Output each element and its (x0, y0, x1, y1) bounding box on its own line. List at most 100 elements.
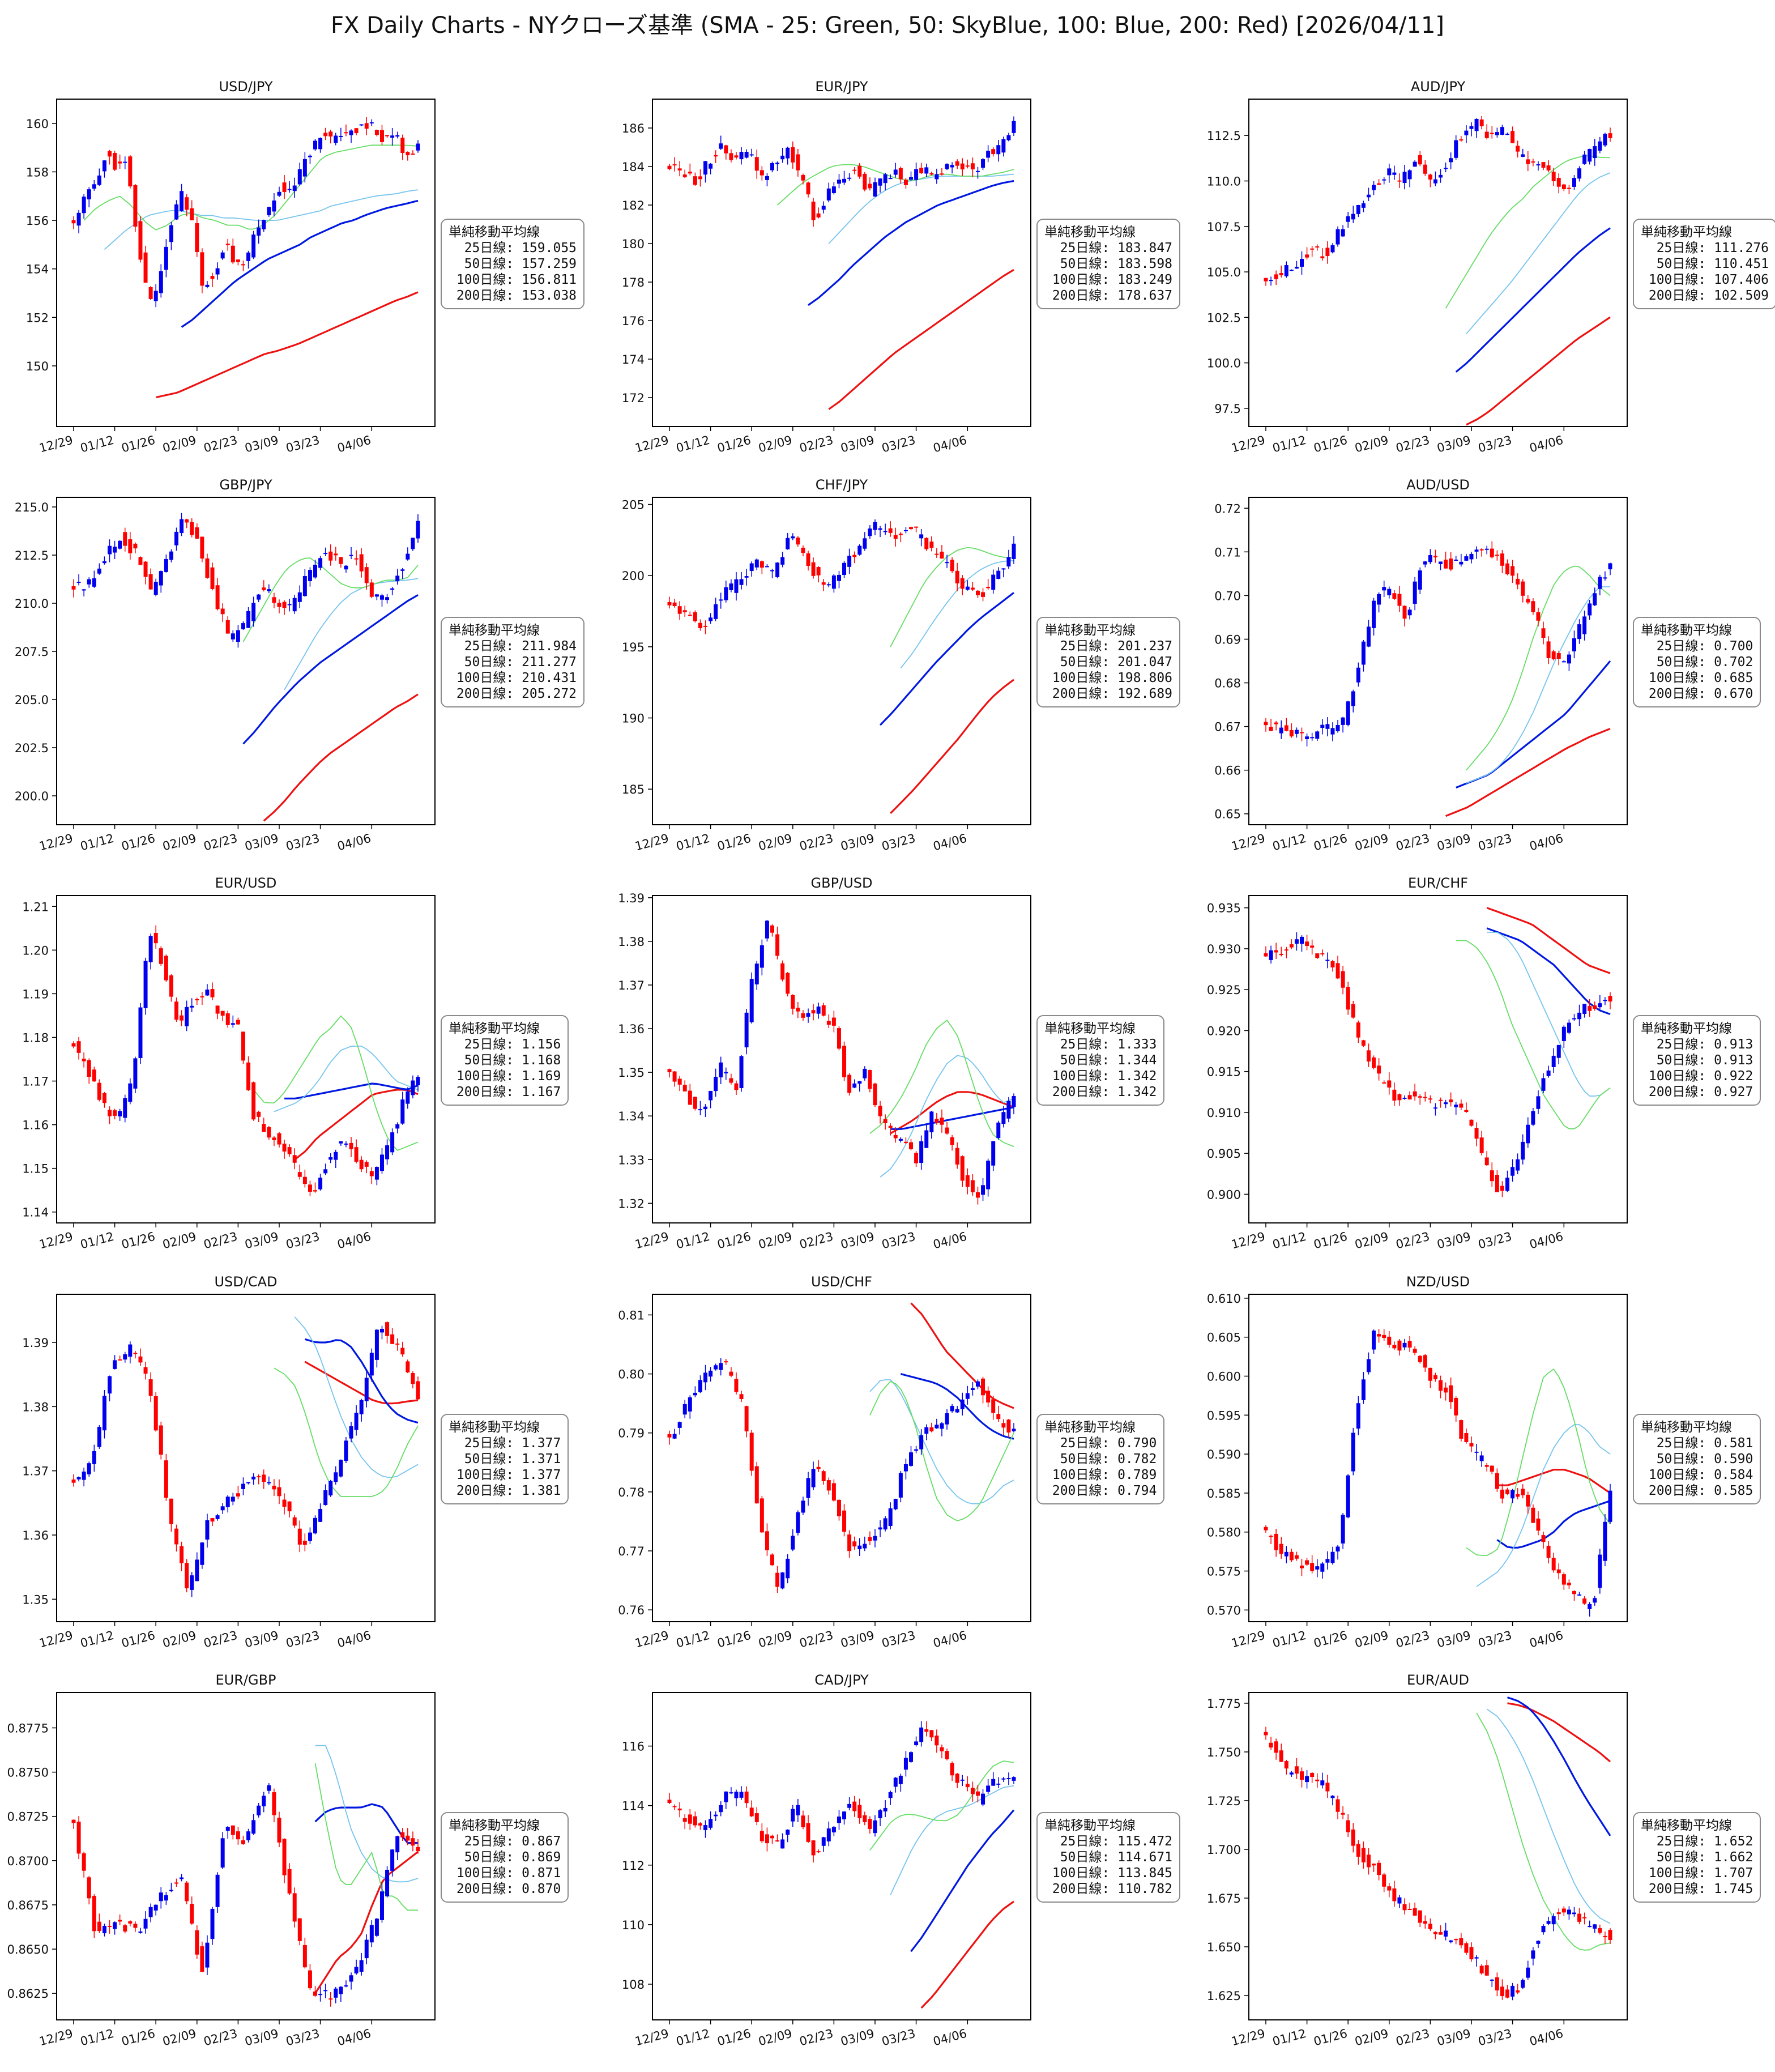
candle-body (287, 604, 292, 606)
candle-body (297, 1528, 302, 1545)
candle-body (878, 1527, 882, 1530)
sma-legend: 単純移動平均線 25日線: 1.652 50日線: 1.662 100日線: 1… (1633, 1812, 1761, 1903)
candle-body (180, 1546, 184, 1563)
x-tick-label: 01/26 (120, 1230, 157, 1252)
sma200-line (1507, 1702, 1611, 1763)
legend-row: 25日線: 1.333 (1044, 1037, 1157, 1052)
x-tick-label: 01/26 (1312, 2027, 1349, 2049)
candle-body (262, 1474, 266, 1482)
x-tick-label: 02/09 (161, 2027, 198, 2049)
candle-body (1387, 1886, 1392, 1891)
candle-body (991, 149, 996, 155)
candle-body (775, 562, 780, 577)
candle-body (1330, 1551, 1335, 1563)
candle-body (1582, 616, 1587, 634)
candle-body (1294, 266, 1299, 269)
candle-body (1490, 1465, 1494, 1472)
candle-body (1469, 1443, 1474, 1447)
x-tick-label: 03/09 (839, 1230, 876, 1252)
candle-body (282, 182, 287, 192)
sma25-line (869, 1760, 1014, 1851)
candle-body (390, 1334, 395, 1344)
candle-body (287, 1501, 292, 1512)
candle-body (1320, 953, 1325, 954)
candle-body (102, 561, 106, 564)
candle-body (395, 135, 400, 137)
y-tick-label: 202.5 (15, 741, 49, 755)
x-tick-label: 02/23 (1394, 1230, 1431, 1252)
candle-body (703, 1825, 708, 1830)
y-tick-label: 150 (26, 360, 49, 373)
candle-body (369, 122, 374, 123)
candle-body (919, 1435, 924, 1449)
candle-body (903, 180, 908, 185)
candle-body (406, 1361, 410, 1372)
candle-body (1413, 1908, 1417, 1916)
candle-body (888, 1508, 893, 1527)
candle-body (272, 200, 276, 212)
candle-body (308, 1970, 312, 1989)
candle-body (1495, 1174, 1499, 1192)
candle-body (87, 1060, 91, 1077)
y-tick-label: 180 (622, 237, 645, 251)
x-tick-label: 01/26 (716, 832, 753, 854)
candle-body (996, 1122, 1001, 1139)
chart-title: USD/CAD (214, 1274, 277, 1290)
y-tick-label: 200.0 (15, 790, 49, 803)
candle-body (390, 588, 395, 590)
candle-body (945, 1751, 949, 1759)
x-tick-label: 03/09 (839, 2027, 876, 2049)
candle-body (108, 1110, 112, 1116)
x-tick-label: 03/23 (880, 832, 917, 854)
sma-legend: 単純移動平均線 25日線: 1.156 50日線: 1.168 100日線: 1… (441, 1015, 569, 1106)
candle-body (1500, 553, 1504, 566)
candle-body (374, 594, 379, 597)
candle-body (1433, 1932, 1437, 1934)
sma50-line (828, 173, 1014, 244)
candle-body (1300, 732, 1304, 734)
sma50-line (104, 189, 419, 250)
chart-panel: EUR/GBP 0.8625 0.8650 0.8675 0.8700 0.8725 0.8… (7, 1664, 623, 2072)
candle-body (334, 1472, 338, 1482)
legend-row: 50日線: 1.662 (1641, 1850, 1753, 1865)
chart-panel: AUD/USD 0.65 0.66 0.67 0.68 0.69 0.70 0.71 0.72 1… (1214, 469, 1775, 877)
candle-body (775, 1840, 780, 1842)
candle-body (148, 1907, 153, 1917)
candle-body (724, 587, 728, 600)
x-tick-label: 01/12 (79, 433, 116, 455)
sma-legend: 単純移動平均線 25日線: 111.276 50日線: 110.451 100日… (1633, 219, 1775, 309)
candle-body (893, 169, 898, 175)
candle-body (1325, 1559, 1330, 1563)
candle-body (108, 545, 112, 555)
y-tick-label: 195 (622, 641, 645, 654)
candle-body (185, 1007, 189, 1026)
candle-body (364, 1378, 369, 1401)
legend-row: 25日線: 201.237 (1044, 639, 1173, 654)
candle-body (308, 570, 312, 581)
candle-body (400, 138, 405, 154)
candle-body (164, 558, 168, 572)
candle-body (909, 1142, 914, 1149)
candle-body (986, 1785, 991, 1792)
sma100-line (890, 1106, 1014, 1130)
x-tick-label: 03/23 (1477, 1628, 1513, 1651)
candle-body (1495, 1473, 1499, 1489)
candle-body (868, 528, 872, 536)
candle-body (734, 1379, 739, 1392)
candle-body (729, 1792, 733, 1794)
y-tick-label: 1.32 (618, 1197, 645, 1210)
candle-body (791, 1536, 795, 1550)
candle-body (739, 1792, 744, 1798)
candle-body (400, 1348, 405, 1355)
candle-body (893, 1499, 898, 1510)
candle-body (703, 161, 708, 175)
candle-body (975, 1791, 980, 1796)
candle-body (970, 1388, 975, 1391)
candle-body (231, 1497, 235, 1502)
candle-body (159, 948, 163, 964)
candle-body (935, 1425, 939, 1429)
candle-body (1001, 139, 1006, 153)
x-tick-label: 01/26 (1312, 1628, 1349, 1651)
candle-body (148, 287, 153, 299)
y-tick-label: 160 (26, 117, 49, 131)
